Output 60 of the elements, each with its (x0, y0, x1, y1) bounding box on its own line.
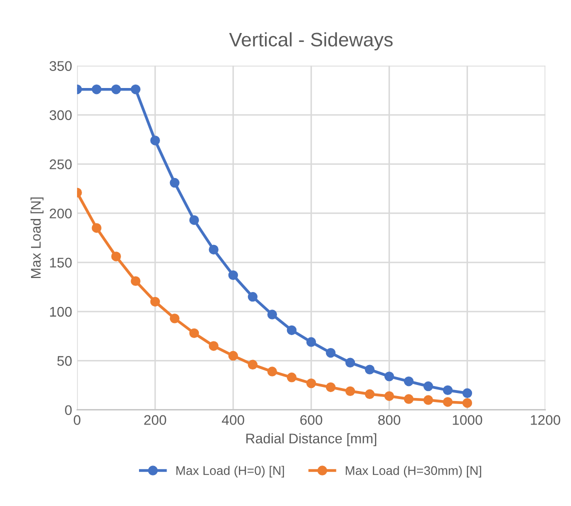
point (170, 314, 180, 324)
point (111, 84, 121, 94)
chart-title: Vertical - Sideways (229, 32, 393, 50)
point (306, 378, 316, 388)
point (306, 337, 316, 347)
point (150, 136, 160, 146)
point (228, 270, 238, 280)
point (228, 350, 238, 361)
point (267, 310, 278, 320)
point (442, 385, 453, 396)
x-tick-label: 400 (222, 415, 244, 425)
point (248, 292, 258, 302)
point (326, 382, 336, 392)
point (384, 391, 394, 401)
x-axis-title: Radial Distance [mm] (246, 433, 376, 446)
point (345, 358, 356, 368)
point (286, 372, 297, 382)
x-tick-label: 200 (144, 415, 166, 425)
x-tick-label: 0 (74, 415, 80, 425)
point (189, 328, 199, 338)
point (404, 394, 414, 404)
point (248, 360, 258, 370)
point (92, 223, 102, 233)
point (364, 389, 375, 399)
point (150, 296, 160, 307)
y-tick-label: 100 (50, 306, 72, 317)
point (442, 397, 453, 407)
point (423, 395, 434, 405)
y-tick-label: 300 (50, 110, 72, 120)
point (345, 386, 356, 396)
point (286, 325, 297, 336)
y-tick-label: 150 (50, 258, 72, 268)
x-tick-label: 1000 (452, 415, 482, 425)
point (170, 178, 180, 188)
point (462, 398, 472, 408)
y-tick-label: 200 (50, 208, 72, 218)
point (189, 215, 199, 225)
point (208, 244, 219, 254)
legend-label: Max Load (H=0) [N] (176, 466, 284, 478)
point (462, 388, 472, 398)
x-tick-label: 1200 (530, 415, 560, 425)
y-tick-label: 0 (65, 405, 72, 416)
legend-label: Max Load (H=30mm) [N] (346, 466, 482, 478)
x-tick-label: 600 (300, 415, 322, 425)
y-tick-label: 250 (50, 159, 72, 170)
x-tick-label: 800 (378, 415, 400, 425)
point (267, 366, 278, 376)
y-tick-label: 50 (57, 356, 72, 366)
point (92, 84, 102, 94)
y-tick-label: 350 (50, 61, 72, 71)
point (208, 341, 219, 351)
point (423, 381, 434, 392)
y-axis-title: Max Load [N] (30, 198, 44, 278)
point (364, 364, 375, 374)
point (111, 252, 121, 262)
point (404, 376, 414, 386)
point (384, 372, 394, 382)
point (130, 276, 140, 286)
point (326, 348, 336, 358)
point (130, 84, 140, 94)
